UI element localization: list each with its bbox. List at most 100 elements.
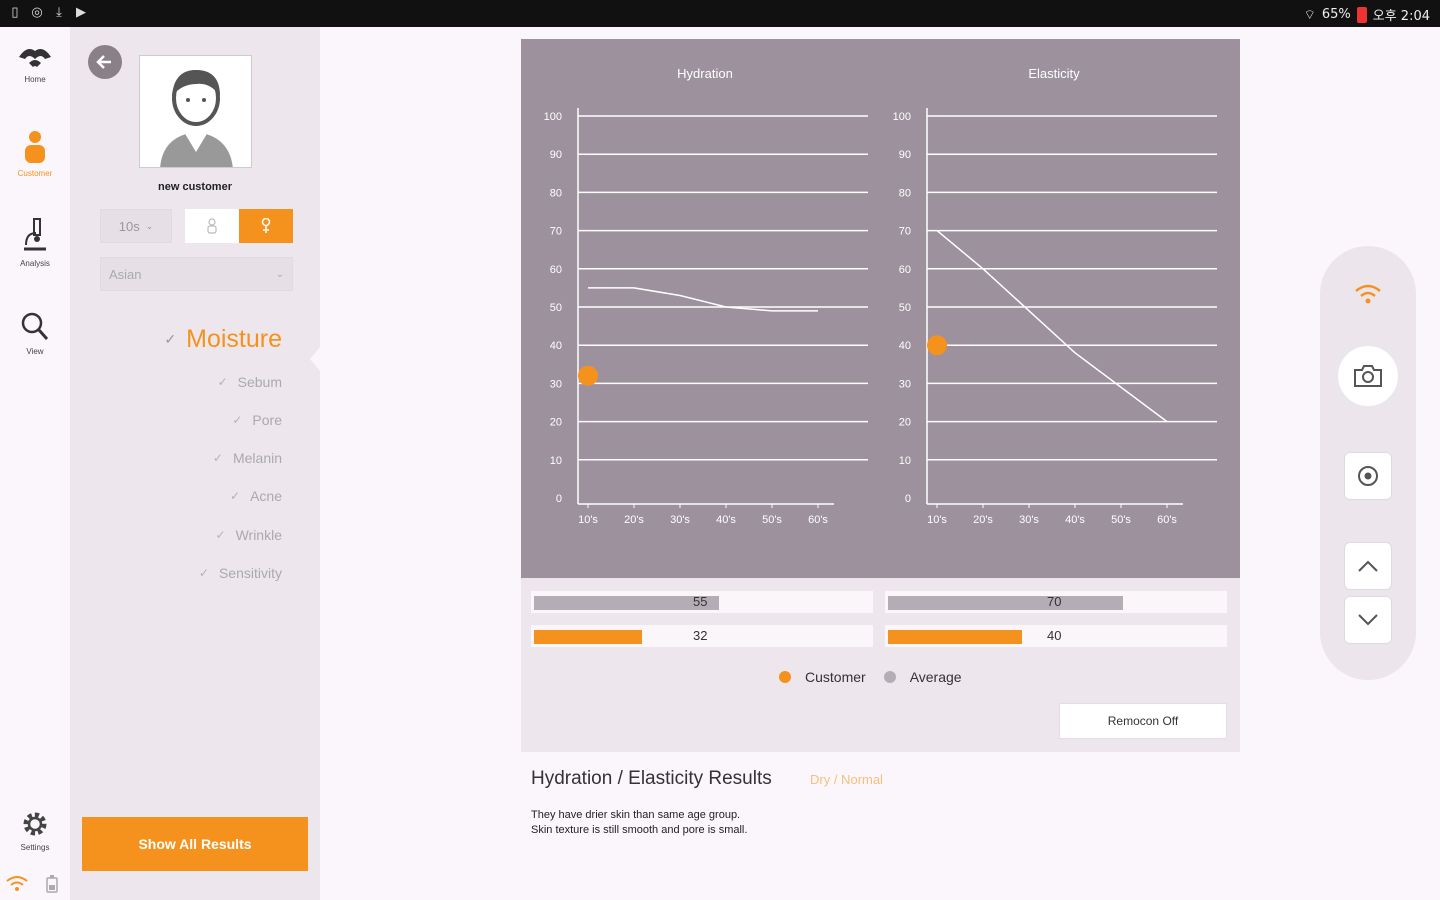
chevron-down-icon: ⌄ xyxy=(145,220,154,231)
nav-item-view[interactable]: View xyxy=(0,311,70,356)
check-icon: ✓ xyxy=(212,451,223,465)
elasticity-y-tick-label: 0 xyxy=(905,493,911,505)
nav-item-settings[interactable]: Settings xyxy=(0,809,70,852)
customer-panel: new customer 10s ⌄ Asian ⌄ ✓ Moisture ✓ … xyxy=(70,27,320,900)
hydration-average-value: 55 xyxy=(693,594,708,609)
hydration-y-tick-label: 0 xyxy=(556,493,562,505)
results-panel: Hydration 0 10 20 30 40 50 60 70 80 90 100 10's 20's 3… xyxy=(521,39,1240,752)
hydration-customer-value: 32 xyxy=(693,628,708,643)
menu-item-moisture[interactable]: ✓ Moisture xyxy=(164,325,282,354)
menu-item-sebum[interactable]: ✓ Sebum xyxy=(218,374,282,390)
elasticity-x-tick-label: 30's xyxy=(1019,514,1039,526)
check-icon: ✓ xyxy=(198,566,209,580)
age-group-select[interactable]: 10s ⌄ xyxy=(100,209,172,243)
wifi-status-icon xyxy=(6,876,28,891)
elasticity-x-tick-label: 50's xyxy=(1111,514,1131,526)
show-all-results-button[interactable]: Show All Results xyxy=(82,817,308,871)
sd-card-icon: ▯ xyxy=(11,4,19,19)
gender-female-button[interactable] xyxy=(239,209,293,243)
menu-item-label: Melanin xyxy=(232,450,282,466)
legend-average-dot xyxy=(883,671,896,683)
customer-avatar[interactable] xyxy=(139,55,252,168)
wifi-connect-button[interactable] xyxy=(1342,268,1394,320)
check-icon: ✓ xyxy=(232,413,243,427)
elasticity-customer-bar: 40 xyxy=(885,625,1227,647)
male-icon xyxy=(207,218,217,234)
hydration-chart-title: Hydration xyxy=(677,66,733,81)
legend-customer-label: Customer xyxy=(805,669,866,685)
hydration-x-tick-label: 40's xyxy=(716,514,736,526)
menu-item-pore[interactable]: ✓ Pore xyxy=(232,412,282,428)
result-desc-line-1: They have drier skin than same age group… xyxy=(531,809,741,821)
focus-button[interactable] xyxy=(1344,452,1392,500)
hydration-customer-point xyxy=(578,365,598,386)
elasticity-customer-fill xyxy=(888,630,1023,644)
legend-average-label: Average xyxy=(909,669,962,685)
menu-item-melanin[interactable]: ✓ Melanin xyxy=(213,450,282,466)
hydration-customer-bar: 32 xyxy=(531,625,873,647)
elasticity-y-tick-label: 90 xyxy=(899,149,911,161)
legend-average: Average xyxy=(883,669,962,685)
hydration-average-fill xyxy=(534,596,719,610)
elasticity-chart-title: Elasticity xyxy=(1028,66,1080,81)
remote-control-panel xyxy=(1320,246,1416,680)
check-icon: ✓ xyxy=(217,375,228,389)
remocon-off-button[interactable]: Remocon Off xyxy=(1059,703,1227,739)
legend: Customer Average xyxy=(779,669,962,685)
check-icon: ✓ xyxy=(215,528,226,542)
battery-text: 65% xyxy=(1321,7,1351,22)
elasticity-average-value: 70 xyxy=(1047,594,1062,609)
chevron-down-icon: ⌄ xyxy=(275,268,284,280)
legend-customer: Customer xyxy=(779,669,866,685)
elasticity-y-tick-label: 10 xyxy=(899,455,911,467)
menu-item-wrinkle[interactable]: ✓ Wrinkle xyxy=(216,527,282,543)
nav-item-analysis[interactable]: Analysis xyxy=(0,215,70,268)
check-icon: ✓ xyxy=(230,489,241,503)
elasticity-customer-point xyxy=(927,335,947,356)
search-icon xyxy=(21,312,49,340)
elasticity-y-tick-label: 100 xyxy=(893,111,911,123)
play-store-icon: ▶ xyxy=(76,4,86,19)
notification-icons: ▯ ◎ ⤓ ▶ xyxy=(8,5,88,19)
globe-icon: ◎ xyxy=(31,4,43,19)
nav-label-view: View xyxy=(26,347,44,356)
status-bar: ▯ ◎ ⤓ ▶ ⌔ 65% 오후 2:04 xyxy=(0,0,1440,27)
home-icon xyxy=(19,49,51,67)
menu-item-label: Wrinkle xyxy=(235,527,282,543)
battery-icon xyxy=(1356,6,1367,23)
nav-rail: Home Customer Analysis View Settings xyxy=(0,27,70,900)
hydration-y-tick-label: 100 xyxy=(544,111,562,123)
menu-item-label: Sensitivity xyxy=(218,565,282,581)
elasticity-average-fill xyxy=(888,596,1124,610)
charts-area: Hydration 0 10 20 30 40 50 60 70 80 90 100 10's 20's 3… xyxy=(521,39,1240,578)
hydration-y-tick-label: 60 xyxy=(550,264,562,276)
scroll-down-button[interactable] xyxy=(1344,596,1392,644)
scroll-up-button[interactable] xyxy=(1344,542,1392,590)
ethnicity-select[interactable]: Asian ⌄ xyxy=(100,257,293,291)
hydration-average-line xyxy=(588,287,818,312)
nav-item-home[interactable]: Home xyxy=(0,43,70,84)
hydration-y-tick-label: 90 xyxy=(550,149,562,161)
menu-item-sensitivity[interactable]: ✓ Sensitivity xyxy=(199,565,282,581)
menu-item-acne[interactable]: ✓ Acne xyxy=(230,488,282,504)
elasticity-customer-value: 40 xyxy=(1047,628,1062,643)
gender-male-button[interactable] xyxy=(185,209,239,243)
microscope-icon xyxy=(24,218,46,251)
result-desc-line-2: Skin texture is still smooth and pore is… xyxy=(531,824,748,836)
elasticity-y-tick-label: 70 xyxy=(899,226,911,238)
check-icon: ✓ xyxy=(164,331,177,347)
hydration-y-tick-label: 40 xyxy=(550,340,562,352)
clock: 오후 2:04 xyxy=(1372,9,1430,24)
elasticity-average-bar: 70 xyxy=(885,591,1227,613)
hydration-y-tick-label: 10 xyxy=(550,455,562,467)
result-description: They have drier skin than same age group… xyxy=(531,808,747,838)
menu-item-label: Sebum xyxy=(237,374,282,390)
wifi-icon xyxy=(1355,284,1381,304)
elasticity-x-tick-label: 20's xyxy=(973,514,993,526)
nav-item-customer[interactable]: Customer xyxy=(0,129,70,178)
elasticity-y-tick-label: 60 xyxy=(899,264,911,276)
back-button[interactable] xyxy=(88,45,122,79)
elasticity-y-tick-label: 40 xyxy=(899,340,911,352)
result-title: Hydration / Elasticity Results xyxy=(531,768,772,789)
capture-button[interactable] xyxy=(1338,346,1398,406)
